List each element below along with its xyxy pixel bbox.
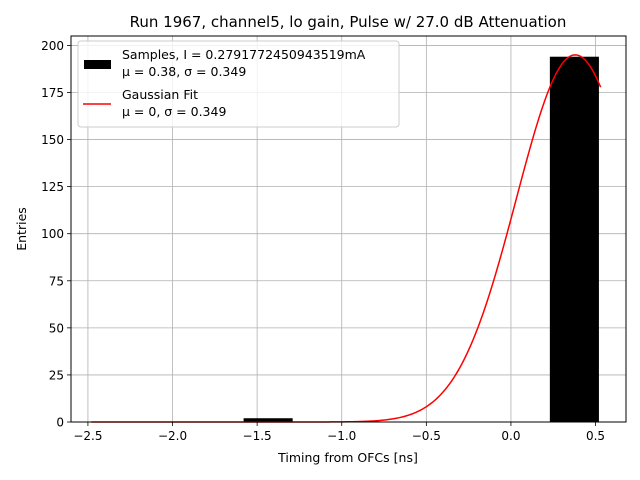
x-tick-label: −1.0 [327, 429, 356, 443]
x-tick-label: −0.5 [412, 429, 441, 443]
x-ticks: −2.5 −2.0 −1.5 −1.0 −0.5 0.0 0.5 [73, 422, 605, 443]
bars [243, 56, 599, 423]
legend-samples-line2: μ = 0.38, σ = 0.349 [122, 64, 246, 79]
histogram-bar [549, 56, 599, 423]
legend-fit-line1: Gaussian Fit [122, 87, 198, 102]
legend-fit-line2: μ = 0, σ = 0.349 [122, 104, 226, 119]
legend-samples-line1: Samples, I = 0.2791772450943519mA [122, 47, 366, 62]
y-axis-label: Entries [14, 207, 29, 251]
x-axis-label: Timing from OFCs [ns] [277, 450, 418, 465]
plot-frame [70, 35, 627, 423]
chart-title: Run 1967, channel5, lo gain, Pulse w/ 27… [130, 13, 567, 31]
legend-swatch-samples [84, 60, 111, 69]
y-tick-label: 100 [41, 227, 64, 241]
x-tick-label: −1.5 [243, 429, 272, 443]
y-tick-label: 200 [41, 39, 64, 53]
x-tick-label: 0.5 [586, 429, 605, 443]
y-tick-label: 150 [41, 133, 64, 147]
x-tick-label: 0.0 [501, 429, 520, 443]
y-tick-label: 175 [41, 86, 64, 100]
x-tick-label: −2.0 [158, 429, 187, 443]
y-tick-label: 50 [49, 321, 64, 335]
y-tick-label: 25 [49, 368, 64, 382]
x-tick-label: −2.5 [73, 429, 102, 443]
y-tick-label: 0 [56, 416, 64, 430]
histogram-bar [243, 418, 293, 422]
y-tick-label: 75 [49, 274, 64, 288]
y-tick-label: 125 [41, 180, 64, 194]
y-ticks: 0 25 50 75 100 125 150 175 200 [41, 39, 71, 430]
legend-box [77, 40, 400, 128]
legend: Samples, I = 0.2791772450943519mA μ = 0.… [77, 40, 400, 128]
